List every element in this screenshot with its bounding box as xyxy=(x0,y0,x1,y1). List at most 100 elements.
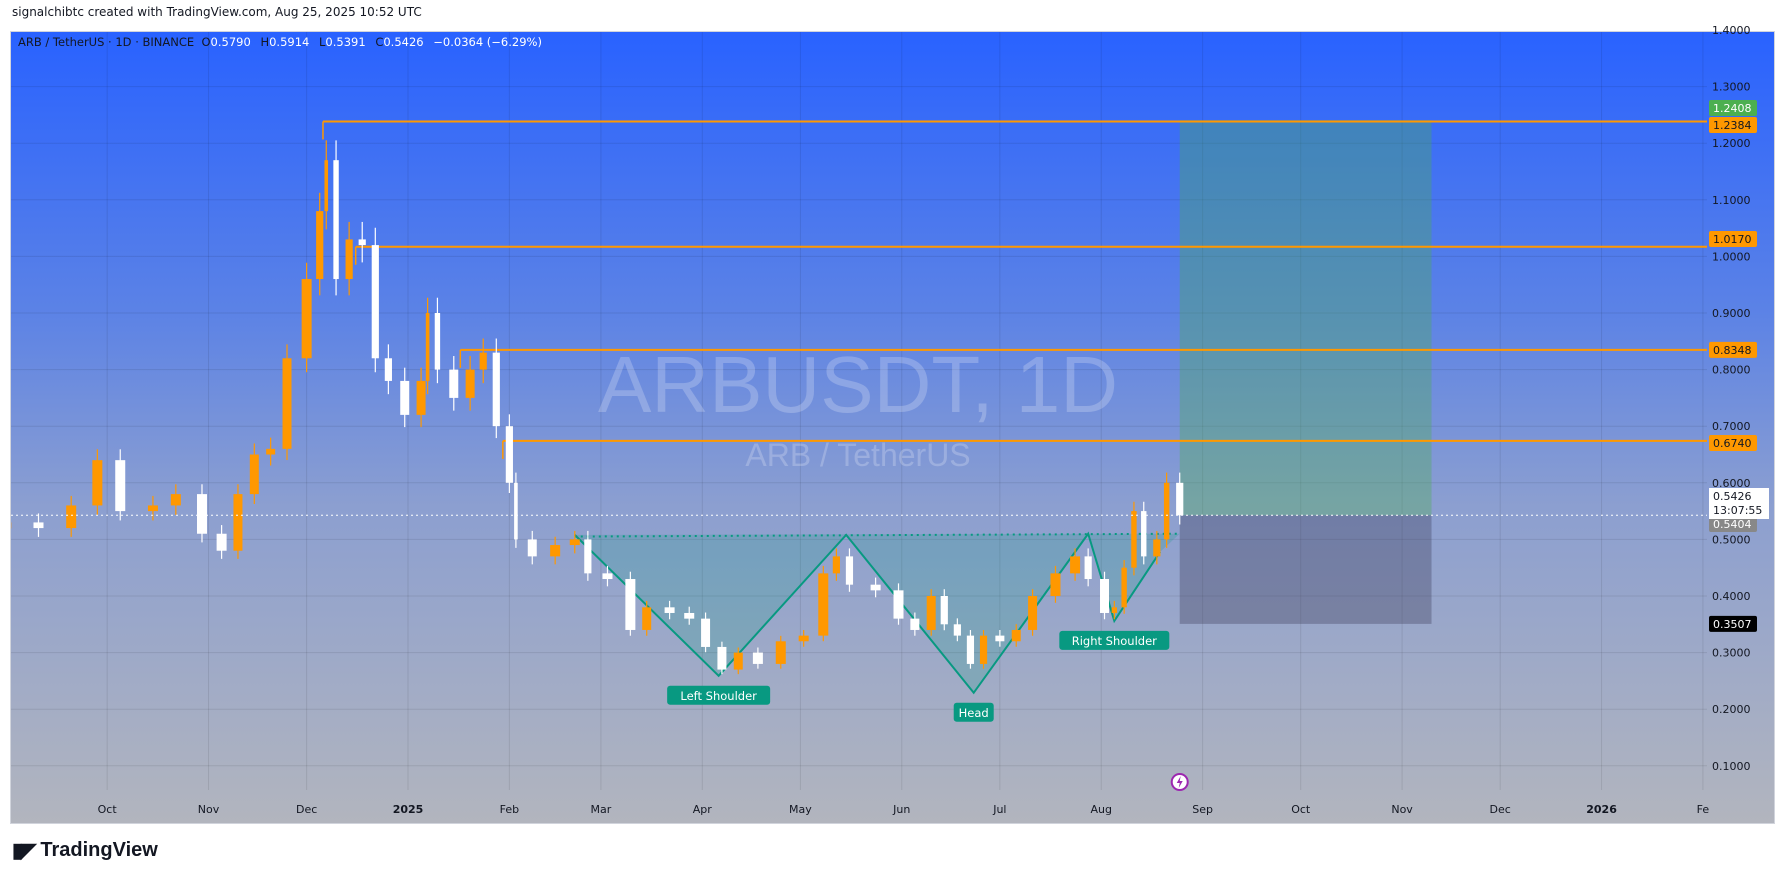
candle-body xyxy=(1100,579,1110,613)
candle-body xyxy=(1111,607,1118,613)
price-label-text: 1.0170 xyxy=(1713,233,1752,246)
candle-body xyxy=(115,460,126,512)
candle-body xyxy=(416,380,426,415)
price-axis-label: 0.5404 xyxy=(1709,516,1757,532)
x-tick-label: Nov xyxy=(1391,803,1413,816)
candle-body xyxy=(11,522,12,529)
candle-body xyxy=(870,584,881,591)
legend-symbol[interactable]: ARB / TetherUS · 1D · BINANCE xyxy=(18,35,195,49)
price-label-text: 0.3507 xyxy=(1713,618,1752,631)
pattern-label-bg xyxy=(1059,630,1170,650)
price-label-bg xyxy=(1709,516,1757,532)
pattern-label-right-shoulder: Right Shoulder xyxy=(1059,630,1170,650)
y-tick-label: 0.7000 xyxy=(1712,420,1751,433)
candle-body xyxy=(434,313,441,370)
candle-body xyxy=(1084,556,1092,580)
lightning-glyph xyxy=(1176,776,1183,788)
x-tick-label: Oct xyxy=(1291,803,1311,816)
price-axis-label: 1.0170 xyxy=(1709,231,1757,247)
candle-body xyxy=(1141,511,1147,557)
position-profit-zone xyxy=(1179,120,1432,516)
price-label-bg xyxy=(1709,341,1757,358)
candle-body xyxy=(492,352,500,427)
candle-body xyxy=(664,607,675,613)
legend-high: 0.5914 xyxy=(269,35,310,49)
candle-body xyxy=(953,624,961,636)
y-tick-label: 1.1000 xyxy=(1712,194,1751,207)
bar-countdown: 13:07:55 xyxy=(1713,504,1762,517)
candle-body xyxy=(345,239,353,280)
candle-body xyxy=(196,494,207,534)
candle-body xyxy=(602,573,613,580)
y-tick-label: 0.2000 xyxy=(1712,703,1751,716)
candle-body xyxy=(384,358,392,381)
candle-body xyxy=(893,590,904,619)
x-tick-label: Dec xyxy=(1490,803,1511,816)
candle-body xyxy=(301,279,312,359)
x-tick-label: Oct xyxy=(98,803,118,816)
tradingview-logo[interactable]: ▮◤ TradingView xyxy=(12,838,158,863)
candle-body xyxy=(995,635,1005,642)
x-tick-label: 2025 xyxy=(393,803,424,816)
price-axis-label: 0.8348 xyxy=(1709,341,1757,358)
candle-body xyxy=(66,505,77,529)
candle-body xyxy=(266,448,276,455)
head-shoulders-line xyxy=(574,531,1161,695)
legend-close-label: C xyxy=(375,35,384,49)
last-price-text: 0.5426 xyxy=(1713,490,1752,503)
watermark-title: ARBUSDT, 1D xyxy=(598,340,1118,429)
candle-body xyxy=(1121,567,1127,608)
candle-body xyxy=(584,539,592,574)
candle-body xyxy=(832,556,840,574)
candle-body xyxy=(818,573,829,636)
candle-body xyxy=(701,618,711,647)
price-label-text: 0.8348 xyxy=(1713,344,1752,357)
y-tick-label: 0.5000 xyxy=(1712,533,1751,546)
candle-body xyxy=(216,533,227,551)
position-stop-zone xyxy=(1179,515,1432,624)
x-tick-label: 2026 xyxy=(1586,803,1617,816)
candle-body xyxy=(752,652,763,664)
candle-body xyxy=(1028,596,1038,630)
candle-body xyxy=(358,239,366,246)
candle-body xyxy=(282,358,292,449)
pattern-label-bg xyxy=(667,685,771,705)
y-tick-label: 1.3000 xyxy=(1712,81,1751,94)
candle-body xyxy=(1070,556,1081,574)
x-tick-label: Feb xyxy=(500,803,519,816)
candle-body xyxy=(400,380,410,415)
x-tick-label: Aug xyxy=(1090,803,1111,816)
price-label-bg xyxy=(1709,117,1757,133)
candle-body xyxy=(733,652,743,670)
y-tick-label: 0.8000 xyxy=(1712,364,1751,377)
x-tick-label: Nov xyxy=(198,803,220,816)
pattern-label-text: Right Shoulder xyxy=(1072,634,1157,648)
candle-body xyxy=(717,646,727,670)
symbol-legend: ARB / TetherUS · 1D · BINANCE O0.5790 H0… xyxy=(18,35,548,49)
candle-body xyxy=(479,352,487,370)
pattern-label-bg xyxy=(953,702,994,722)
price-axis-label: 0.6740 xyxy=(1709,435,1757,451)
candle-body xyxy=(1050,573,1061,596)
x-tick-label: Apr xyxy=(693,803,713,816)
candle-body xyxy=(642,607,652,630)
candle-body xyxy=(333,160,339,280)
candle-body xyxy=(926,596,936,630)
candle-body xyxy=(966,635,975,664)
pattern-label-left-shoulder: Left Shoulder xyxy=(667,685,771,705)
candle-body xyxy=(465,369,475,398)
candle-body xyxy=(324,160,329,212)
pattern-label-text: Left Shoulder xyxy=(680,689,757,703)
legend-change: −0.0364 (−6.29%) xyxy=(433,35,542,49)
pattern-label-text: Head xyxy=(959,706,989,720)
x-tick-label: Sep xyxy=(1192,803,1213,816)
candle-body xyxy=(940,596,948,625)
price-axis-label: 1.2408 xyxy=(1709,100,1757,116)
neckline xyxy=(574,532,1180,538)
y-tick-label: 0.9000 xyxy=(1712,307,1751,320)
price-label-text: 1.2384 xyxy=(1713,119,1752,132)
chart-pane[interactable] xyxy=(10,31,1775,824)
candle-body xyxy=(569,539,580,546)
